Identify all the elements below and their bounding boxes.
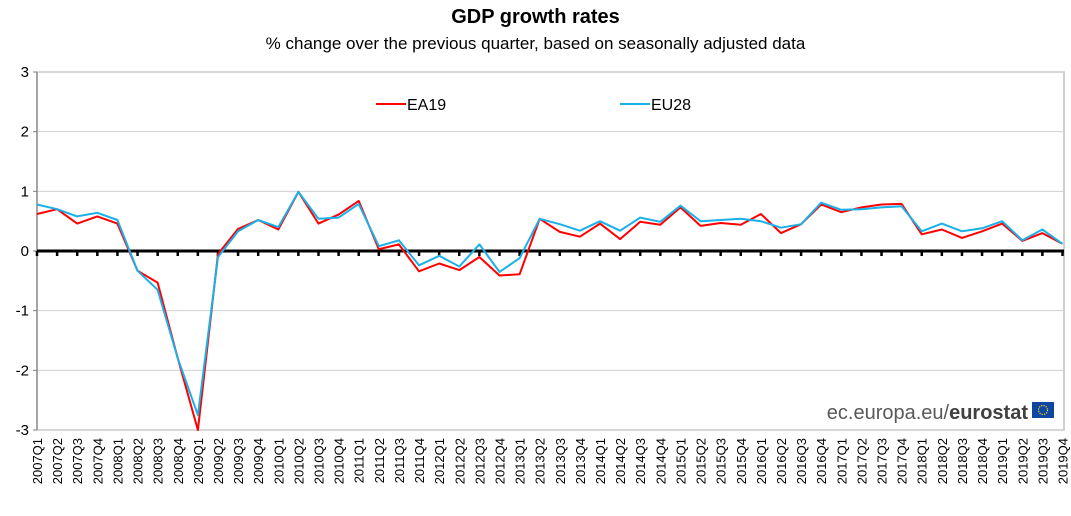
source-credit: ec.europa.eu/eurostat — [827, 402, 1054, 424]
x-tick-label: 2008Q3 — [151, 438, 166, 484]
chart-subtitle: % change over the previous quarter, base… — [265, 34, 806, 53]
x-tick-label: 2012Q1 — [432, 438, 447, 484]
y-tick-label: 3 — [21, 64, 29, 81]
x-tick-label: 2014Q1 — [593, 438, 608, 484]
x-tick-label: 2015Q1 — [673, 438, 688, 484]
eu-flag-icon — [1032, 402, 1054, 418]
y-tick-label: 1 — [21, 183, 29, 200]
x-tick-label: 2017Q2 — [854, 438, 869, 484]
y-axis: 3 2 1 0 -1 -2 -3 — [16, 64, 38, 439]
y-tick-label: -2 — [16, 362, 29, 379]
x-tick-label: 2008Q1 — [110, 438, 125, 484]
legend: EA19 EU28 — [376, 97, 691, 114]
x-tick-label: 2018Q3 — [955, 438, 970, 484]
x-tick-label: 2019Q4 — [1056, 438, 1071, 484]
x-tick-label: 2012Q3 — [472, 438, 487, 484]
x-tick-label: 2011Q2 — [372, 438, 387, 483]
x-tick-label: 2018Q2 — [935, 438, 950, 484]
source-brand: eurostat — [949, 402, 1028, 424]
x-tick-label: 2008Q4 — [171, 438, 186, 484]
x-tick-label: 2017Q4 — [895, 438, 910, 484]
x-tick-label: 2011Q1 — [352, 438, 367, 483]
x-tick-label: 2009Q1 — [191, 438, 206, 484]
source-url: ec.europa.eu/ — [827, 402, 950, 424]
x-tick-label: 2012Q2 — [452, 438, 467, 484]
legend-label-eu28: EU28 — [651, 97, 691, 114]
x-tick-label: 2013Q4 — [573, 438, 588, 484]
x-tick-label: 2011Q4 — [412, 438, 427, 483]
x-tick-label: 2013Q3 — [553, 438, 568, 484]
series-lines — [36, 190, 1064, 431]
x-tick-label: 2017Q1 — [834, 438, 849, 484]
eu-stars-icon — [1037, 404, 1049, 416]
series-line-eu28 — [36, 190, 1064, 417]
y-tick-label: 0 — [21, 243, 29, 260]
x-tick-label: 2019Q1 — [995, 438, 1010, 484]
x-axis: 2007Q1 2007Q2 2007Q3 2007Q4 2008Q1 2008Q2 2008… — [30, 249, 1071, 484]
x-tick-label: 2013Q2 — [533, 438, 548, 484]
x-tick-label: 2014Q3 — [633, 438, 648, 484]
x-tick-label: 2007Q4 — [90, 438, 105, 484]
x-tick-label: 2016Q3 — [794, 438, 809, 484]
y-tick-label: 2 — [21, 124, 29, 141]
x-tick-label: 2013Q1 — [513, 438, 528, 484]
x-tick-label: 2007Q2 — [50, 438, 65, 484]
x-tick-label: 2015Q2 — [694, 438, 709, 484]
x-tick-label: 2017Q3 — [875, 438, 890, 484]
legend-label-ea19: EA19 — [407, 97, 446, 114]
x-tick-label: 2014Q4 — [653, 438, 668, 484]
x-tick-label: 2014Q2 — [613, 438, 628, 484]
x-tick-label: 2016Q1 — [754, 438, 769, 484]
x-tick-label: 2007Q3 — [70, 438, 85, 484]
x-tick-label: 2010Q1 — [271, 438, 286, 484]
x-tick-label: 2010Q3 — [312, 438, 327, 484]
x-tick-label: 2010Q4 — [332, 438, 347, 484]
x-tick-label: 2012Q4 — [492, 438, 507, 484]
y-tick-label: -3 — [16, 422, 29, 439]
x-tick-label: 2019Q3 — [1035, 438, 1050, 484]
x-tick-label: 2016Q2 — [774, 438, 789, 484]
gridlines — [36, 71, 1065, 431]
x-tick-label: 2009Q4 — [251, 438, 266, 484]
x-tick-label: 2009Q2 — [211, 438, 226, 484]
x-tick-label: 2011Q3 — [392, 438, 407, 483]
x-tick-label: 2010Q2 — [291, 438, 306, 484]
x-tick-label: 2015Q4 — [734, 438, 749, 484]
x-tick-label: 2019Q2 — [1015, 438, 1030, 484]
x-tick-label: 2008Q2 — [131, 438, 146, 484]
x-tick-label: 2016Q4 — [814, 438, 829, 484]
y-tick-label: -1 — [16, 303, 29, 320]
x-tick-label: 2018Q1 — [915, 438, 930, 484]
source-text: ec.europa.eu/eurostat — [827, 402, 1029, 424]
chart-title: GDP growth rates — [451, 6, 620, 28]
x-tick-label: 2018Q4 — [975, 438, 990, 484]
x-tick-label: 2007Q1 — [30, 438, 45, 484]
x-tick-label: 2009Q3 — [231, 438, 246, 484]
x-tick-label: 2015Q3 — [714, 438, 729, 484]
